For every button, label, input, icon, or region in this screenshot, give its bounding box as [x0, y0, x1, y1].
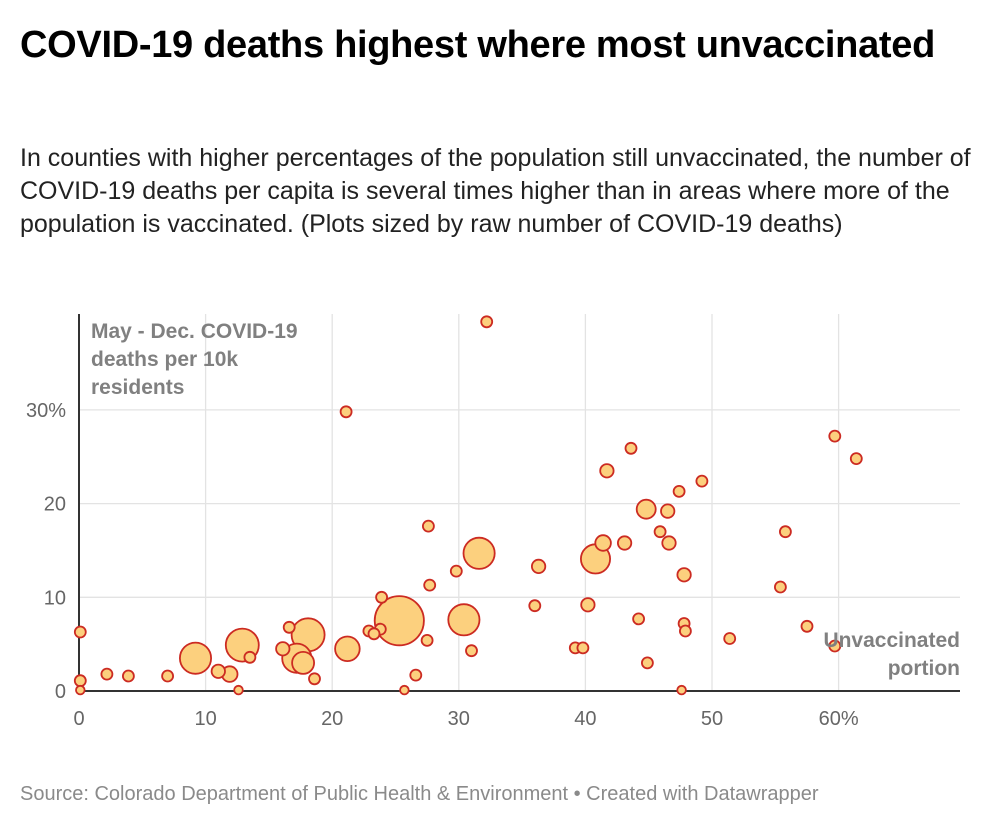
y-tick-label: 0	[55, 681, 66, 703]
data-point	[420, 633, 434, 647]
x-tick-label: 60%	[819, 708, 859, 730]
data-point	[399, 684, 410, 696]
data-point	[695, 474, 709, 488]
data-point	[635, 498, 657, 520]
chart-title: COVID-19 deaths highest where most unvac…	[20, 24, 936, 66]
data-point	[528, 599, 542, 613]
data-point	[447, 603, 481, 637]
data-point	[243, 650, 257, 664]
data-point	[282, 620, 296, 634]
data-point	[779, 525, 792, 539]
data-point	[632, 612, 645, 626]
y-axis-label-line: residents	[91, 376, 184, 399]
data-point	[75, 684, 86, 696]
data-point	[334, 635, 361, 663]
data-point	[73, 625, 87, 639]
chart-subtitle: In counties with higher percentages of t…	[20, 144, 971, 238]
x-tick-label: 0	[73, 708, 84, 730]
data-point	[121, 669, 135, 683]
x-tick-label: 40	[574, 708, 596, 730]
data-point	[480, 315, 494, 329]
x-tick-label: 10	[194, 708, 216, 730]
data-point	[373, 595, 425, 647]
data-point	[828, 429, 842, 443]
data-point	[723, 632, 737, 645]
data-point	[616, 535, 633, 551]
tick-labels: 0 10 20 30 40 50 60% 0 10 20 30%	[26, 400, 859, 730]
bubbles	[73, 315, 863, 696]
data-point	[462, 536, 496, 570]
data-point	[580, 597, 596, 613]
data-point	[661, 535, 677, 551]
data-point	[423, 578, 437, 592]
x-axis-label-line: Unvaccinated	[823, 629, 960, 652]
data-point	[339, 405, 353, 419]
data-point	[530, 558, 547, 574]
data-point	[421, 519, 435, 533]
data-point	[465, 644, 478, 658]
data-point	[409, 668, 423, 682]
x-tick-label: 50	[701, 708, 723, 730]
data-point	[624, 441, 638, 455]
data-point	[73, 674, 87, 688]
data-point	[308, 672, 321, 686]
data-point	[641, 656, 654, 670]
data-point	[210, 663, 226, 679]
data-point	[367, 627, 381, 641]
x-axis-label: Unvaccinated portion	[823, 629, 960, 680]
x-tick-label: 30	[448, 708, 470, 730]
data-point	[774, 580, 787, 594]
data-point	[828, 639, 842, 653]
data-point	[800, 619, 814, 633]
data-point	[599, 463, 615, 479]
data-point	[375, 590, 389, 604]
data-point	[100, 667, 114, 681]
data-point	[849, 452, 863, 466]
data-point	[653, 525, 667, 539]
data-point	[275, 641, 291, 657]
grid-lines	[79, 314, 960, 691]
data-point	[594, 534, 612, 552]
data-point	[449, 564, 463, 578]
data-point	[672, 484, 686, 498]
y-tick-label: 10	[44, 587, 66, 609]
data-point	[576, 641, 590, 655]
x-axis-label-line: portion	[888, 657, 960, 680]
source-credit: Source: Colorado Department of Public He…	[20, 783, 819, 805]
x-tick-label: 20	[321, 708, 343, 730]
y-axis-label-line: deaths per 10k	[91, 348, 238, 371]
data-point	[660, 503, 676, 519]
scatter-chart: 0 10 20 30 40 50 60% 0 10 20 30% May - Dec. COVID-…	[26, 314, 960, 730]
data-point	[161, 669, 175, 683]
data-point	[679, 624, 692, 638]
data-point	[178, 641, 212, 675]
y-tick-label: 20	[44, 494, 66, 516]
data-point	[233, 684, 244, 696]
y-axis-label: May - Dec. COVID-19 deaths per 10k residen…	[91, 320, 298, 399]
y-axis-label-line: May - Dec. COVID-19	[91, 320, 298, 343]
data-point	[291, 650, 316, 675]
data-point	[676, 684, 687, 696]
data-point	[676, 567, 692, 583]
y-tick-label: 30%	[26, 400, 66, 422]
annotations: May - Dec. COVID-19 deaths per 10k residen…	[91, 320, 960, 680]
